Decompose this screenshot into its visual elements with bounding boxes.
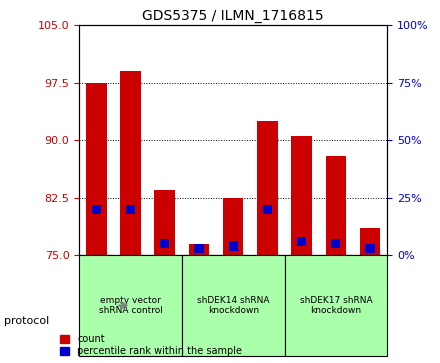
Text: empty vector
shRNA control: empty vector shRNA control bbox=[99, 296, 162, 315]
Bar bbox=[257, 121, 278, 255]
Bar bbox=[154, 190, 175, 255]
FancyBboxPatch shape bbox=[79, 255, 182, 356]
Bar bbox=[331, 239, 341, 248]
Title: GDS5375 / ILMN_1716815: GDS5375 / ILMN_1716815 bbox=[143, 9, 324, 23]
FancyBboxPatch shape bbox=[182, 255, 285, 356]
Bar bbox=[360, 228, 380, 255]
Bar bbox=[194, 244, 204, 253]
Bar bbox=[126, 205, 135, 214]
Bar bbox=[297, 237, 306, 246]
Bar bbox=[120, 72, 141, 255]
Bar bbox=[189, 244, 209, 255]
Bar bbox=[160, 239, 169, 248]
Bar bbox=[326, 156, 346, 255]
Bar bbox=[263, 205, 272, 214]
FancyBboxPatch shape bbox=[285, 255, 387, 356]
Text: protocol: protocol bbox=[4, 316, 50, 326]
Bar bbox=[291, 136, 312, 255]
Text: shDEK14 shRNA
knockdown: shDEK14 shRNA knockdown bbox=[197, 296, 269, 315]
Bar bbox=[366, 244, 375, 253]
Text: shDEK17 shRNA
knockdown: shDEK17 shRNA knockdown bbox=[300, 296, 372, 315]
Bar bbox=[86, 83, 106, 255]
Bar bbox=[229, 241, 238, 250]
Legend: count, percentile rank within the sample: count, percentile rank within the sample bbox=[58, 332, 244, 358]
Bar bbox=[223, 198, 243, 255]
Bar bbox=[92, 205, 101, 214]
